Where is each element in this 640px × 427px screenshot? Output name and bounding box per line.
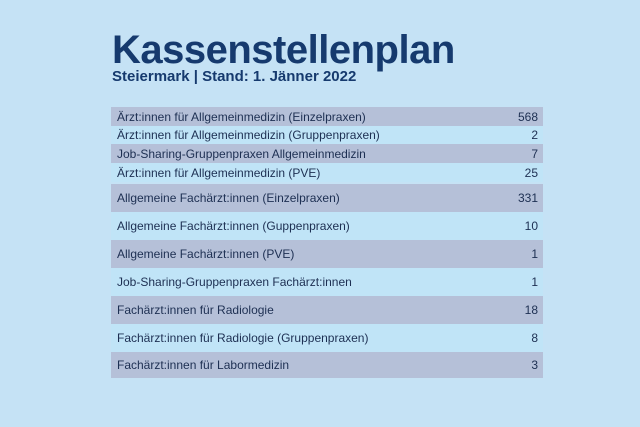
row-value: 2 <box>531 128 538 142</box>
table-row: Fachärzt:innen für Radiologie 18 <box>111 296 543 324</box>
row-value: 18 <box>524 303 538 317</box>
page-title: Kassenstellenplan <box>112 28 455 72</box>
row-value: 331 <box>517 191 538 205</box>
row-value: 10 <box>524 219 538 233</box>
row-label: Fachärzt:innen für Labormedizin <box>117 358 290 372</box>
row-label: Allgemeine Fachärzt:innen (Einzelpraxen) <box>117 191 340 205</box>
row-label: Job-Sharing-Gruppenpraxen Allgemeinmediz… <box>117 146 366 161</box>
table-row: Fachärzt:innen für Labormedizin 3 <box>111 352 543 378</box>
row-label: Allgemeine Fachärzt:innen (Guppenpraxen) <box>117 219 350 233</box>
row-value: 8 <box>531 331 538 345</box>
table-row: Ärzt:innen für Allgemeinmedizin (Gruppen… <box>111 126 543 144</box>
table-row: Fachärzt:innen für Radiologie (Gruppenpr… <box>111 324 543 352</box>
page-subtitle: Steiermark | Stand: 1. Jänner 2022 <box>112 68 357 85</box>
row-value: 7 <box>531 146 538 161</box>
row-label: Allgemeine Fachärzt:innen (PVE) <box>117 247 295 261</box>
row-label: Ärzt:innen für Allgemeinmedizin (PVE) <box>117 165 321 180</box>
table-row: Job-Sharing-Gruppenpraxen Allgemeinmediz… <box>111 144 543 163</box>
table-row: Ärzt:innen für Allgemeinmedizin (Einzelp… <box>111 107 543 126</box>
row-value: 1 <box>531 275 538 289</box>
row-value: 3 <box>531 358 538 372</box>
row-value: 25 <box>524 165 538 180</box>
row-label: Ärzt:innen für Allgemeinmedizin (Einzelp… <box>117 109 366 124</box>
table-row: Ärzt:innen für Allgemeinmedizin (PVE) 25 <box>111 163 543 182</box>
table-row: Allgemeine Fachärzt:innen (Einzelpraxen)… <box>111 184 543 212</box>
table-row: Job-Sharing-Gruppenpraxen Fachärzt:innen… <box>111 268 543 296</box>
row-label: Job-Sharing-Gruppenpraxen Fachärzt:innen <box>117 275 352 289</box>
table-row: Allgemeine Fachärzt:innen (PVE) 1 <box>111 240 543 268</box>
physician-positions-table: Ärzt:innen für Allgemeinmedizin (Einzelp… <box>111 107 543 378</box>
row-value: 568 <box>517 109 538 124</box>
row-label: Fachärzt:innen für Radiologie (Gruppenpr… <box>117 331 369 345</box>
row-label: Ärzt:innen für Allgemeinmedizin (Gruppen… <box>117 128 380 142</box>
row-label: Fachärzt:innen für Radiologie <box>117 303 274 317</box>
row-value: 1 <box>531 247 538 261</box>
table-row: Allgemeine Fachärzt:innen (Guppenpraxen)… <box>111 212 543 240</box>
